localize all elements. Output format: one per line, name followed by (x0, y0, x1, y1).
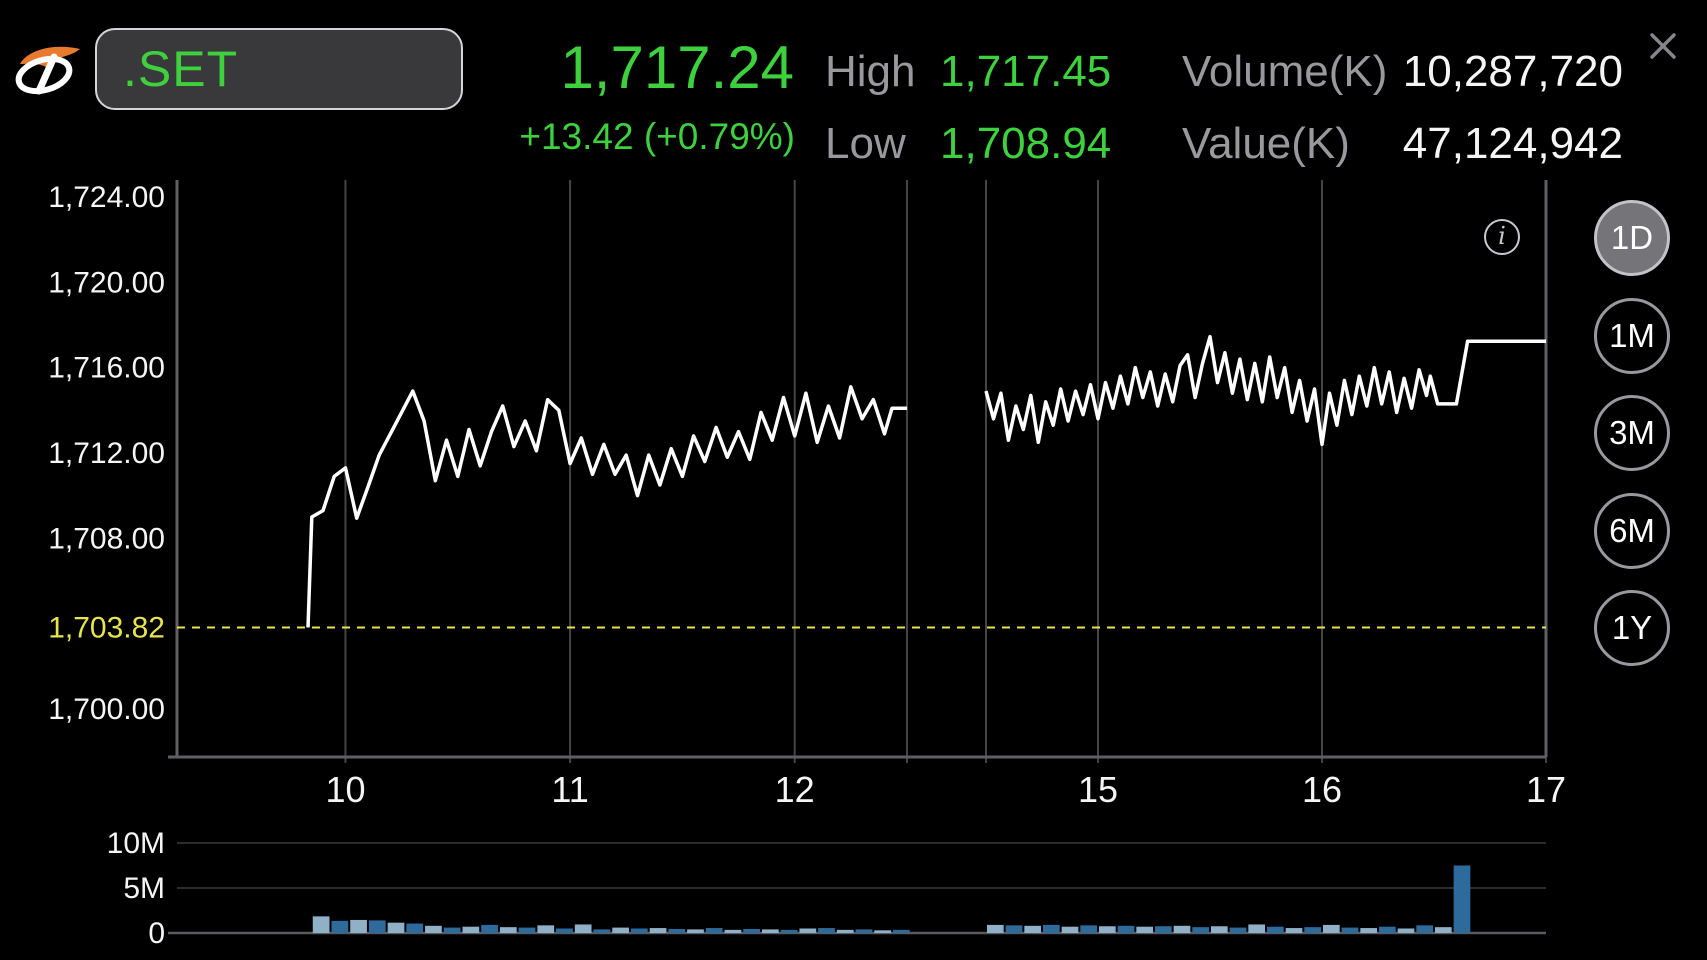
low-value: 1,708.94 (940, 119, 1112, 168)
volume-bar (687, 929, 704, 933)
volume-bar (331, 920, 349, 933)
x-axis-label: 10 (325, 769, 365, 810)
value-label: Value(K) (1182, 119, 1350, 168)
price-line (306, 385, 907, 628)
volume-bar (1248, 924, 1265, 933)
volume-bar (481, 924, 498, 933)
volume-bar (649, 928, 667, 933)
volume-bar (350, 919, 367, 933)
x-axis-label: 15 (1078, 769, 1118, 810)
price-line (984, 334, 1546, 447)
volume-bar (987, 924, 1004, 933)
value-value: 47,124,942 (1402, 119, 1623, 168)
broker-logo-icon (15, 46, 80, 95)
volume-bar (1416, 925, 1433, 933)
range-button-1m[interactable]: 1M (1594, 297, 1670, 374)
volume-bar (799, 928, 817, 933)
volume-bar (1434, 927, 1452, 933)
symbol-text: .SET (123, 41, 239, 97)
volume-bar (612, 927, 629, 933)
volume-bar (818, 928, 835, 933)
range-button-3m[interactable]: 3M (1594, 395, 1670, 471)
volume-bar (893, 929, 910, 933)
volume-bar (499, 927, 517, 933)
volume-bar (874, 930, 892, 933)
y-axis-label: 1,724.00 (48, 181, 165, 214)
volume-bar (1360, 928, 1377, 933)
info-glyph: i (1498, 222, 1506, 250)
price-change: +13.42 (+0.79%) (519, 116, 795, 157)
volume-bar (574, 924, 592, 933)
low-label: Low (825, 119, 906, 168)
high-label: High (825, 47, 916, 96)
volume-bar (836, 929, 854, 933)
volume-bar (556, 928, 573, 933)
volume-bar (1378, 926, 1396, 933)
volume-bar (1453, 865, 1471, 933)
volume-bar (406, 923, 424, 933)
volume-bar (368, 920, 386, 933)
volume-bar (1210, 926, 1228, 933)
volume-bar (425, 925, 442, 933)
volume-bar (743, 928, 761, 933)
volume-bar (1024, 925, 1041, 933)
volume-bar (312, 916, 330, 933)
volume-bar (1061, 926, 1079, 933)
x-axis-label: 12 (775, 769, 815, 810)
last-price: 1,717.24 (560, 34, 794, 101)
y-axis-label: 1,716.00 (48, 352, 165, 385)
volume-bar (630, 928, 648, 933)
info-icon[interactable]: i (1484, 219, 1520, 255)
volume-bar (443, 927, 461, 933)
volume-bar (1341, 927, 1359, 933)
volume-bar (1080, 925, 1097, 933)
y-axis-label: 1,708.00 (48, 522, 165, 555)
high-value: 1,717.45 (940, 47, 1112, 96)
volume-bar (462, 926, 480, 933)
volume-bar (855, 929, 873, 933)
volume-value: 10,287,720 (1402, 47, 1623, 96)
volume-bar (1154, 926, 1172, 933)
volume-bar (1117, 925, 1135, 933)
volume-label: Volume(K) (1182, 47, 1388, 96)
volume-bar (593, 929, 611, 933)
volume-bar (705, 928, 723, 933)
volume-bar (537, 925, 555, 933)
y-axis-label: 1,700.00 (48, 693, 165, 726)
x-axis-label: 11 (551, 769, 588, 810)
volume-bar (1229, 927, 1247, 933)
volume-bar (1322, 924, 1340, 933)
y-axis-label: 1,720.00 (48, 266, 165, 299)
close-icon[interactable] (1642, 25, 1684, 67)
range-button-1y[interactable]: 1Y (1594, 590, 1670, 666)
volume-bar (1042, 924, 1060, 933)
prev-close-label: 1,703.82 (48, 611, 165, 644)
volume-bar (1098, 926, 1116, 933)
volume-bar (1304, 927, 1321, 933)
volume-axis-label: 10M (107, 827, 165, 860)
volume-bar (1192, 927, 1209, 933)
x-axis-label: 17 (1526, 769, 1566, 810)
volume-bar (387, 922, 405, 933)
volume-bar (762, 929, 779, 933)
volume-bar (1266, 926, 1284, 933)
volume-bar (724, 929, 742, 933)
volume-bar (1005, 925, 1023, 933)
volume-axis-label: 5M (123, 872, 165, 905)
volume-bar (1285, 928, 1303, 933)
volume-bar (780, 929, 798, 933)
range-button-1d[interactable]: 1D (1594, 200, 1670, 276)
volume-bar (518, 927, 536, 933)
volume-bar (1136, 926, 1153, 933)
x-axis-label: 16 (1302, 769, 1342, 810)
volume-axis-label: 0 (148, 917, 165, 950)
volume-bar (668, 928, 686, 933)
volume-bar (1173, 925, 1191, 933)
y-axis-label: 1,712.00 (48, 437, 165, 470)
symbol-search-box[interactable]: .SET (95, 28, 463, 110)
range-button-6m[interactable]: 6M (1594, 492, 1670, 569)
volume-bar (1397, 928, 1415, 933)
